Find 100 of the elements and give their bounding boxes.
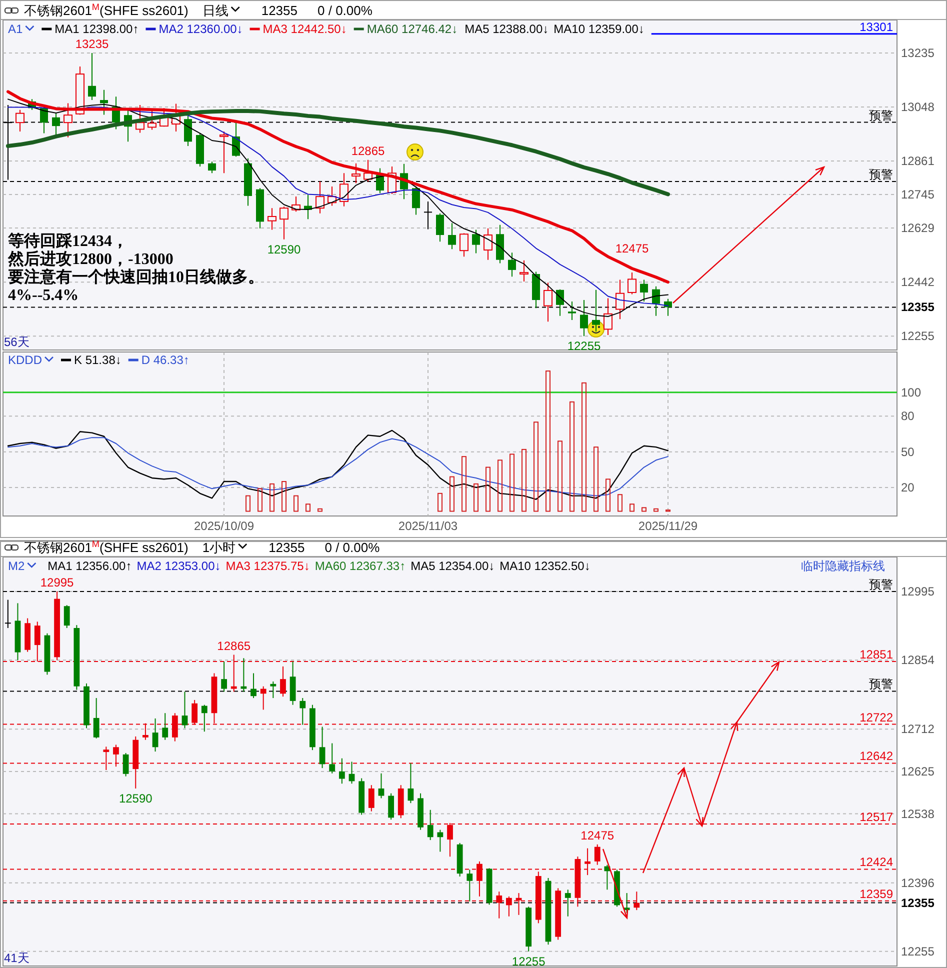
annotation: MA3 12375.75↓ <box>226 559 310 573</box>
annotation: 12255 <box>512 954 546 968</box>
y-tick-label: 13048 <box>901 100 935 114</box>
ref-line-label: 12424 <box>860 855 894 870</box>
x-tick-label: 2025/10/09 <box>194 519 254 533</box>
candlestick <box>352 162 360 184</box>
candlestick <box>88 52 96 101</box>
candlestick <box>100 89 108 116</box>
y-tick-label: 12396 <box>901 876 935 890</box>
annotation: 12865 <box>217 638 251 653</box>
bar <box>438 492 442 512</box>
line-series <box>6 109 670 196</box>
candlestick <box>368 784 374 812</box>
candlestick <box>448 222 456 250</box>
candlestick <box>436 212 444 242</box>
candlestick <box>338 758 345 784</box>
candlestick <box>466 869 473 902</box>
bar <box>462 456 466 512</box>
candlestick <box>300 698 306 726</box>
bar <box>510 454 514 512</box>
candlestick <box>378 772 384 799</box>
candlestick <box>508 252 516 278</box>
candlestick <box>220 131 228 174</box>
ref-line-label: 12355 <box>901 896 935 910</box>
candlestick <box>376 168 384 194</box>
candlestick <box>544 282 552 322</box>
annotation: 12995 <box>40 576 74 590</box>
candlestick <box>270 681 276 699</box>
text: 0 / 0.00% <box>318 3 373 18</box>
legend-label: MA60 12746.42↓ <box>366 22 458 36</box>
text: 12355 <box>261 3 298 18</box>
candlestick <box>319 726 326 769</box>
chart-title: 不锈钢2601$^{M}$(SHFE ss2601) <box>24 539 188 555</box>
candlestick <box>280 206 288 240</box>
y-tick-label: 100 <box>901 385 922 400</box>
annotation: 等待回踩12434， <box>7 232 128 250</box>
candlestick <box>506 896 512 917</box>
candlestick <box>329 742 336 774</box>
candlestick <box>652 286 660 316</box>
y-tick-label: 12995 <box>901 584 935 599</box>
annotation: MA5 12388.00↓ <box>464 22 549 36</box>
candlestick <box>40 105 48 134</box>
legend-title: KDDD <box>8 353 42 367</box>
y-tick-label: 12625 <box>901 764 935 778</box>
candlestick <box>472 229 480 254</box>
line-series <box>7 430 669 500</box>
candlestick <box>221 661 227 692</box>
annotation: M2 <box>8 559 25 573</box>
candlestick <box>594 844 600 866</box>
y-tick-label: 50 <box>901 444 915 459</box>
bar <box>450 476 454 512</box>
bar <box>270 483 274 512</box>
ref-line-label: 12517 <box>860 810 894 824</box>
bar <box>294 495 298 512</box>
candlestick <box>268 208 276 230</box>
y-tick-label: 12538 <box>901 806 935 821</box>
annotation: 12255 <box>567 339 602 354</box>
candlestick <box>427 809 434 841</box>
bar <box>570 401 574 512</box>
candlestick <box>520 260 528 282</box>
candlestick <box>604 298 612 336</box>
chart-title: 不锈钢2601$^{M}$(SHFE ss2601) <box>24 2 188 18</box>
annotation: 临时隐藏指标线 <box>801 559 885 573</box>
annotation: 13235 <box>75 36 110 51</box>
candlestick <box>136 104 144 134</box>
candlestick <box>564 889 571 917</box>
y-tick-label: 12442 <box>901 275 935 290</box>
ref-line-label: 13301 <box>860 20 894 34</box>
legend-title: A1 <box>8 22 24 36</box>
candlestick <box>122 752 129 777</box>
annotation: MA5 12354.00↓ <box>410 559 495 573</box>
candlestick <box>280 666 286 698</box>
chart-subtitle: 1小时 <box>202 540 236 555</box>
candlestick <box>484 228 492 260</box>
y-tick-label: 12861 <box>901 154 935 168</box>
candlestick <box>260 686 266 710</box>
bar <box>474 483 478 512</box>
candlestick <box>64 102 72 138</box>
candlestick <box>4 599 12 629</box>
bar <box>546 370 550 512</box>
y-tick-label: 12255 <box>901 944 935 958</box>
legend-label: MA3 12442.50↓ <box>262 22 347 36</box>
legend-label: K 51.38↓ <box>74 353 122 367</box>
annotation: MA10 12352.50↓ <box>500 559 590 573</box>
bar <box>258 488 262 512</box>
annotation: MA10 12359.00↓ <box>554 22 644 36</box>
candlestick <box>568 300 576 320</box>
bar <box>246 495 250 512</box>
candlestick <box>64 604 70 629</box>
bar <box>522 448 526 512</box>
candlestick <box>556 288 564 316</box>
annotation: 4%--5.4% <box>8 287 79 304</box>
annotation: 12865 <box>351 144 386 158</box>
bar <box>630 504 634 512</box>
candlestick <box>208 161 216 174</box>
candlestick <box>201 704 208 732</box>
bar <box>498 460 502 512</box>
legend-label: MA1 12398.00↑ <box>54 22 139 36</box>
ref-line-label: 12359 <box>860 886 894 901</box>
annotation: 56天 <box>4 335 30 349</box>
